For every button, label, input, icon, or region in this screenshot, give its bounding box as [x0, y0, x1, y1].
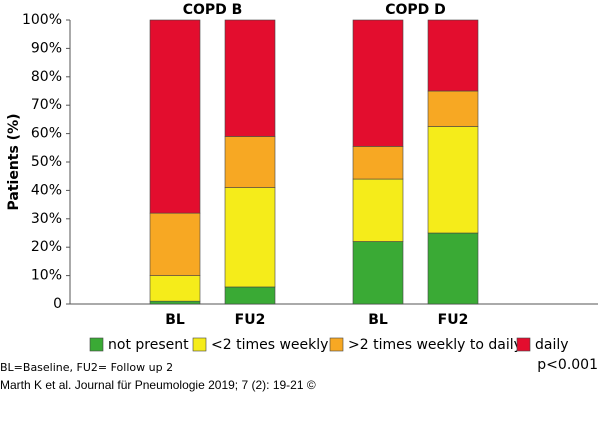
bar-segment	[149, 212, 201, 276]
bar-segment	[224, 187, 276, 288]
y-tick-label: 60%	[31, 126, 62, 142]
bar-segment	[427, 19, 479, 92]
x-tick-label: BL	[165, 312, 185, 328]
legend-swatch	[192, 337, 207, 352]
bar-segment	[149, 275, 201, 302]
bar-segment	[352, 19, 404, 147]
p-value: p<0.001	[537, 357, 598, 373]
group-label: COPD D	[385, 2, 446, 18]
bar-segment	[149, 19, 201, 214]
y-tick-label: 0	[53, 296, 62, 312]
legend-label: <2 times weekly	[211, 337, 328, 353]
legend-swatch	[516, 337, 531, 352]
bar-segment	[427, 232, 479, 305]
group-label: COPD B	[183, 2, 243, 18]
legend-swatch	[89, 337, 104, 352]
legend-label: daily	[535, 337, 569, 353]
bar-segment	[352, 178, 404, 242]
x-tick-label: FU2	[235, 312, 266, 328]
y-tick-label: 10%	[31, 268, 62, 284]
footnote: BL=Baseline, FU2= Follow up 2	[0, 361, 173, 374]
y-tick-label: 30%	[31, 211, 62, 227]
bar-segment	[352, 241, 404, 305]
bar-segment	[224, 19, 276, 137]
x-tick-label: BL	[368, 312, 388, 328]
x-tick-label: FU2	[438, 312, 469, 328]
legend-label: not present	[108, 337, 189, 353]
bar-segment	[352, 146, 404, 180]
y-tick-label: 70%	[31, 97, 62, 113]
y-tick-label: 20%	[31, 239, 62, 255]
y-tick-label: 90%	[31, 40, 62, 56]
source: Marth K et al. Journal für Pneumologie 2…	[0, 378, 316, 392]
bar-segment	[224, 136, 276, 188]
legend-label: >2 times weekly to daily	[348, 337, 522, 353]
bar-segment	[427, 90, 479, 127]
y-tick-label: 40%	[31, 182, 62, 198]
y-axis-label: Patients (%)	[6, 113, 22, 210]
y-tick-label: 80%	[31, 69, 62, 85]
bar-segment	[224, 286, 276, 305]
y-tick-label: 100%	[22, 12, 62, 28]
bar-segment	[149, 300, 201, 305]
legend-swatch	[329, 337, 344, 352]
bar-segment	[427, 126, 479, 234]
y-tick-label: 50%	[31, 154, 62, 170]
